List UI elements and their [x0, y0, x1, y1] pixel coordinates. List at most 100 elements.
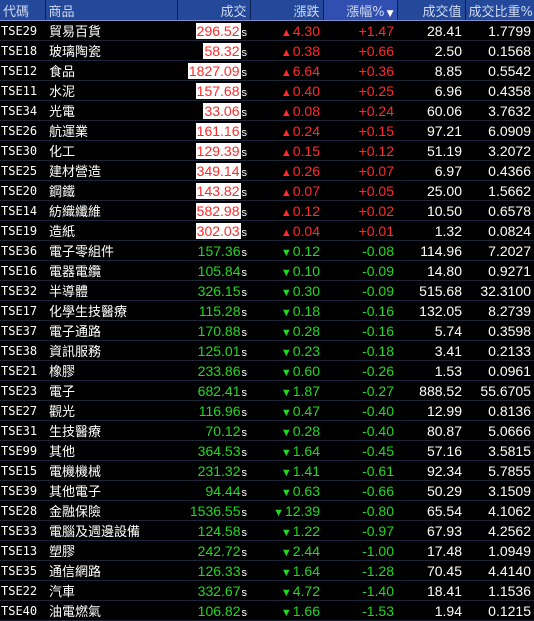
table-row[interactable]: TSE28 金融保險 1536.55s ▼12.39 -0.80 65.54 4.1062: [0, 500, 534, 521]
table-row[interactable]: TSE23 電子 682.41s ▼1.87 -0.27 888.52 55.6705: [0, 380, 534, 401]
change-value: 1.22: [292, 522, 320, 539]
table-row[interactable]: TSE14 紡織纖維 582.98 s ▲0.12 +0.02 10.50 0.6578: [0, 200, 534, 221]
table-row[interactable]: TSE11 水泥 157.68 s ▲0.40 +0.25 6.96 0.4358: [0, 80, 534, 101]
table-row[interactable]: TSE17 化學生技醫療 115.28s ▼0.18 -0.16 132.05 8.2739: [0, 300, 534, 321]
table-row[interactable]: TSE33 電腦及週邊設備 124.58s ▼1.22 -0.97 67.93 4.2562: [0, 520, 534, 541]
price-cell: 106.82s: [177, 600, 250, 621]
sector-name: 電子通路: [45, 320, 177, 341]
table-row[interactable]: TSE21 橡膠 233.86s ▼0.60 -0.26 1.53 0.0961: [0, 360, 534, 381]
volume-cell: 8.85: [397, 60, 465, 81]
table-row[interactable]: TSE38 資訊服務 125.01s ▼0.23 -0.18 3.41 0.2133: [0, 340, 534, 361]
change-pct-cell: -0.27: [323, 380, 397, 401]
price-cell: 70.12s: [177, 420, 250, 441]
volume-cell: 132.05: [397, 300, 465, 321]
table-row[interactable]: TSE40 油電燃氣 106.82s ▼1.66 -1.53 1.94 0.1215: [0, 600, 534, 621]
column-header-change-pct[interactable]: 漲幅% ▼: [323, 0, 398, 21]
sector-name: 半導體: [45, 280, 177, 301]
price-value: 582.98: [195, 202, 241, 219]
column-header-name[interactable]: 商品: [45, 0, 178, 21]
price-cell: 1536.55s: [177, 500, 250, 521]
table-row[interactable]: TSE16 電器電纜 105.84s ▼0.10 -0.09 14.80 0.9271: [0, 260, 534, 281]
price-suffix: s: [241, 306, 248, 319]
price-value: 161.16: [195, 122, 241, 139]
price-suffix: s: [241, 206, 248, 219]
change-pct-cell: +0.15: [323, 120, 397, 141]
change-value: 6.64: [292, 62, 320, 79]
volume-cell: 1.32: [397, 220, 465, 241]
change-value: 1.41: [292, 462, 320, 479]
change-pct-cell: -0.40: [323, 400, 397, 421]
change-value: 1.87: [292, 382, 320, 399]
down-arrow-icon: ▼: [280, 606, 292, 619]
price-suffix: s: [241, 506, 248, 519]
change-pct-cell: -0.26: [323, 360, 397, 381]
change-cell: ▼0.28: [250, 320, 323, 341]
price-suffix: s: [241, 346, 248, 359]
change-value: 4.30: [292, 22, 320, 39]
sector-name: 油電燃氣: [45, 600, 177, 621]
table-row[interactable]: TSE35 通信網路 126.33s ▼1.64 -1.28 70.45 4.4140: [0, 560, 534, 581]
change-value: 0.07: [292, 182, 320, 199]
ratio-cell: 6.0909: [465, 120, 534, 141]
table-row[interactable]: TSE34 光電 33.06 s ▲0.08 +0.24 60.06 3.7632: [0, 100, 534, 121]
price-value: 170.88: [197, 322, 241, 339]
table-row[interactable]: TSE37 電子通路 170.88s ▼0.28 -0.16 5.74 0.3598: [0, 320, 534, 341]
sector-code: TSE25: [0, 160, 45, 181]
price-cell: 157.36s: [177, 240, 250, 261]
ratio-cell: 0.1568: [465, 40, 534, 61]
price-value: 349.14: [195, 162, 241, 179]
change-pct-cell: -1.00: [323, 540, 397, 561]
change-cell: ▼0.60: [250, 360, 323, 381]
column-header-price[interactable]: 成交: [177, 0, 251, 21]
table-row[interactable]: TSE26 航運業 161.16 s ▲0.24 +0.15 97.21 6.0909: [0, 120, 534, 141]
table-row[interactable]: TSE20 鋼鐵 143.82 s ▲0.07 +0.05 25.00 1.5662: [0, 180, 534, 201]
table-row[interactable]: TSE99 其他 364.53s ▼1.64 -0.45 57.16 3.5815: [0, 440, 534, 461]
price-cell: 115.28s: [177, 300, 250, 321]
change-cell: ▲0.40: [250, 80, 323, 101]
table-row[interactable]: TSE32 半導體 326.15s ▼0.30 -0.09 515.68 32.3100: [0, 280, 534, 301]
change-pct-cell: +0.02: [323, 200, 397, 221]
column-header-code[interactable]: 代碼: [0, 0, 46, 21]
change-pct-cell: +0.01: [323, 220, 397, 241]
price-suffix: s: [241, 66, 248, 79]
price-value: 332.67: [197, 582, 241, 599]
change-value: 0.18: [292, 302, 320, 319]
change-pct-cell: -0.16: [323, 320, 397, 341]
down-arrow-icon: ▼: [280, 286, 292, 299]
change-pct-cell: -0.09: [323, 260, 397, 281]
price-cell: 157.68 s: [177, 80, 250, 101]
sector-code: TSE23: [0, 380, 45, 401]
change-cell: ▼0.23: [250, 340, 323, 361]
table-row[interactable]: TSE39 其他電子 94.44s ▼0.63 -0.66 50.29 3.1509: [0, 480, 534, 501]
ratio-cell: 3.5815: [465, 440, 534, 461]
change-cell: ▼12.39: [250, 500, 323, 521]
table-row[interactable]: TSE31 生技醫療 70.12s ▼0.28 -0.40 80.87 5.0666: [0, 420, 534, 441]
table-row[interactable]: TSE15 電機機械 231.32s ▼1.41 -0.61 92.34 5.7855: [0, 460, 534, 481]
sector-code: TSE35: [0, 560, 45, 581]
price-value: 129.39: [195, 142, 241, 159]
table-row[interactable]: TSE19 造紙 302.03 s ▲0.04 +0.01 1.32 0.0824: [0, 220, 534, 241]
up-arrow-icon: ▲: [280, 226, 292, 239]
volume-cell: 1.94: [397, 600, 465, 621]
sector-name: 食品: [45, 60, 177, 81]
change-value: 4.72: [292, 582, 320, 599]
column-header-volume[interactable]: 成交值: [397, 0, 466, 21]
price-value: 70.12: [205, 422, 241, 439]
table-row[interactable]: TSE29 貿易百貨 296.52 s ▲4.30 +1.47 28.41 1.7799: [0, 20, 534, 41]
table-row[interactable]: TSE27 觀光 116.96s ▼0.47 -0.40 12.99 0.8136: [0, 400, 534, 421]
table-row[interactable]: TSE18 玻璃陶瓷 58.32 s ▲0.38 +0.66 2.50 0.1568: [0, 40, 534, 61]
table-row[interactable]: TSE25 建材營造 349.14 s ▲0.26 +0.07 6.97 0.4366: [0, 160, 534, 181]
table-row[interactable]: TSE36 電子零組件 157.36s ▼0.12 -0.08 114.96 7.2027: [0, 240, 534, 261]
table-row[interactable]: TSE30 化工 129.39 s ▲0.15 +0.12 51.19 3.2072: [0, 140, 534, 161]
table-row[interactable]: TSE22 汽車 332.67s ▼4.72 -1.40 18.41 1.1536: [0, 580, 534, 601]
column-header-change[interactable]: 漲跌: [250, 0, 324, 21]
down-arrow-icon: ▼: [280, 486, 292, 499]
price-cell: 326.15s: [177, 280, 250, 301]
sector-name: 觀光: [45, 400, 177, 421]
column-header-ratio[interactable]: 成交比重%: [465, 0, 534, 21]
ratio-cell: 0.3598: [465, 320, 534, 341]
table-row[interactable]: TSE13 塑膠 242.72s ▼2.44 -1.00 17.48 1.0949: [0, 540, 534, 561]
table-row[interactable]: TSE12 食品 1827.09 s ▲6.64 +0.36 8.85 0.5542: [0, 60, 534, 81]
sector-name: 水泥: [45, 80, 177, 101]
